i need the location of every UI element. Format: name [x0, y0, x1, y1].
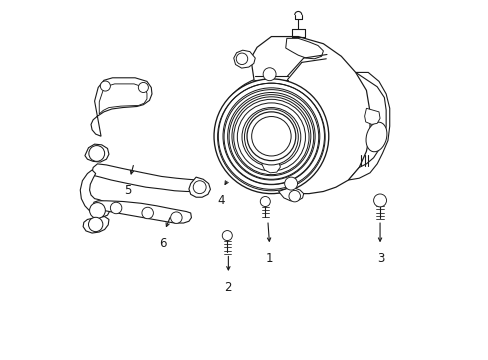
Text: 2: 2	[224, 281, 232, 294]
Circle shape	[288, 190, 300, 202]
Polygon shape	[261, 159, 280, 173]
Circle shape	[110, 202, 122, 214]
Circle shape	[246, 113, 295, 161]
Circle shape	[246, 112, 295, 161]
Polygon shape	[285, 39, 323, 59]
Text: 3: 3	[376, 252, 384, 265]
Polygon shape	[80, 170, 110, 217]
Circle shape	[252, 118, 289, 156]
Text: 4: 4	[217, 194, 224, 207]
Circle shape	[215, 81, 326, 193]
Circle shape	[138, 82, 148, 93]
Polygon shape	[364, 108, 379, 125]
Circle shape	[89, 203, 105, 219]
Circle shape	[260, 197, 270, 207]
Polygon shape	[85, 144, 109, 162]
Polygon shape	[348, 72, 389, 180]
Circle shape	[89, 145, 104, 161]
Circle shape	[193, 181, 206, 194]
Circle shape	[263, 68, 276, 81]
Text: 5: 5	[124, 184, 131, 197]
Text: 6: 6	[159, 237, 166, 250]
Circle shape	[222, 230, 232, 240]
Circle shape	[142, 207, 153, 219]
Polygon shape	[233, 50, 255, 68]
Polygon shape	[83, 217, 109, 233]
Polygon shape	[92, 164, 205, 192]
Ellipse shape	[365, 122, 386, 152]
Circle shape	[214, 79, 328, 194]
Polygon shape	[99, 84, 147, 114]
Circle shape	[373, 194, 386, 207]
Circle shape	[170, 212, 182, 224]
Circle shape	[236, 53, 247, 64]
Polygon shape	[278, 188, 303, 201]
Polygon shape	[249, 37, 369, 194]
Text: 1: 1	[265, 252, 273, 265]
Circle shape	[284, 177, 297, 190]
Ellipse shape	[244, 109, 298, 165]
Polygon shape	[188, 177, 210, 197]
Circle shape	[100, 81, 110, 91]
Polygon shape	[91, 78, 152, 136]
Polygon shape	[93, 201, 191, 223]
Circle shape	[251, 117, 290, 156]
Circle shape	[88, 217, 102, 231]
